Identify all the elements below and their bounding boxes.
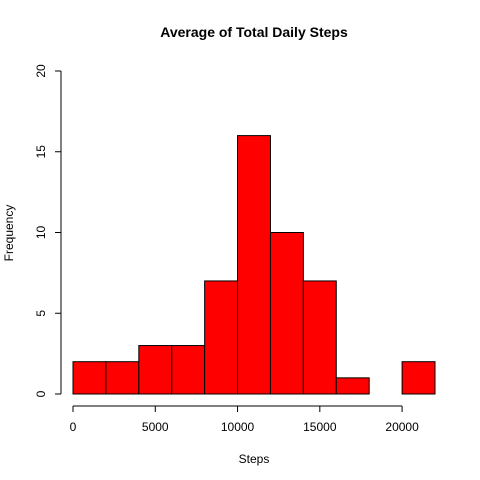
y-tick-label: 20 xyxy=(34,64,48,78)
x-axis: 0 5000 10000 15000 20000 xyxy=(70,405,419,434)
histogram-bar xyxy=(72,361,107,395)
histogram-bar xyxy=(302,280,337,395)
x-tick-label: 15000 xyxy=(303,420,337,434)
x-tick-label: 20000 xyxy=(385,420,419,434)
y-axis-label: Frequency xyxy=(2,205,16,262)
y-tick-label: 10 xyxy=(34,226,48,240)
histogram-bar xyxy=(269,232,304,395)
bars-group xyxy=(72,135,436,395)
histogram-bar xyxy=(105,361,140,395)
x-axis-label: Steps xyxy=(239,452,270,466)
y-axis: 0 5 10 15 20 xyxy=(34,64,62,397)
histogram-bar xyxy=(237,135,271,395)
x-tick-label: 0 xyxy=(70,420,77,434)
chart-title: Average of Total Daily Steps xyxy=(160,24,348,40)
y-tick-label: 0 xyxy=(34,390,48,397)
histogram-bar xyxy=(171,345,206,395)
histogram-bar xyxy=(401,361,436,395)
histogram-bar xyxy=(204,280,239,395)
x-tick-label: 5000 xyxy=(142,420,169,434)
y-tick-label: 5 xyxy=(34,310,48,317)
histogram-bar xyxy=(335,377,370,395)
x-tick-label: 10000 xyxy=(221,420,255,434)
histogram-bar xyxy=(138,345,173,395)
y-tick-label: 15 xyxy=(34,145,48,159)
